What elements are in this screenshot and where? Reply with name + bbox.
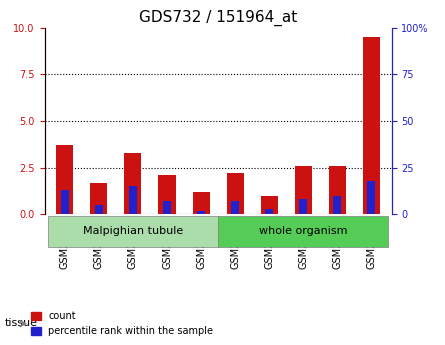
Bar bbox=[129, 186, 137, 215]
Bar bbox=[197, 211, 205, 215]
Bar bbox=[227, 173, 243, 215]
Bar bbox=[261, 196, 278, 215]
Bar bbox=[299, 199, 307, 215]
Bar bbox=[193, 192, 210, 215]
Text: tissue: tissue bbox=[4, 318, 37, 327]
Bar bbox=[231, 201, 239, 215]
Bar bbox=[295, 166, 312, 215]
FancyBboxPatch shape bbox=[218, 216, 388, 247]
Bar bbox=[329, 166, 346, 215]
Bar bbox=[363, 37, 380, 215]
Bar bbox=[158, 175, 175, 215]
Bar bbox=[61, 190, 69, 215]
Bar bbox=[125, 153, 142, 215]
Bar bbox=[265, 209, 273, 215]
Bar bbox=[333, 196, 341, 215]
Bar bbox=[163, 201, 171, 215]
FancyBboxPatch shape bbox=[48, 216, 218, 247]
Text: whole organism: whole organism bbox=[259, 226, 348, 236]
Bar bbox=[90, 183, 107, 215]
Text: Malpighian tubule: Malpighian tubule bbox=[83, 226, 183, 236]
Bar bbox=[367, 181, 376, 215]
Title: GDS732 / 151964_at: GDS732 / 151964_at bbox=[139, 10, 297, 26]
Legend: count, percentile rank within the sample: count, percentile rank within the sample bbox=[27, 307, 218, 340]
Bar bbox=[57, 145, 73, 215]
Bar bbox=[95, 205, 103, 215]
